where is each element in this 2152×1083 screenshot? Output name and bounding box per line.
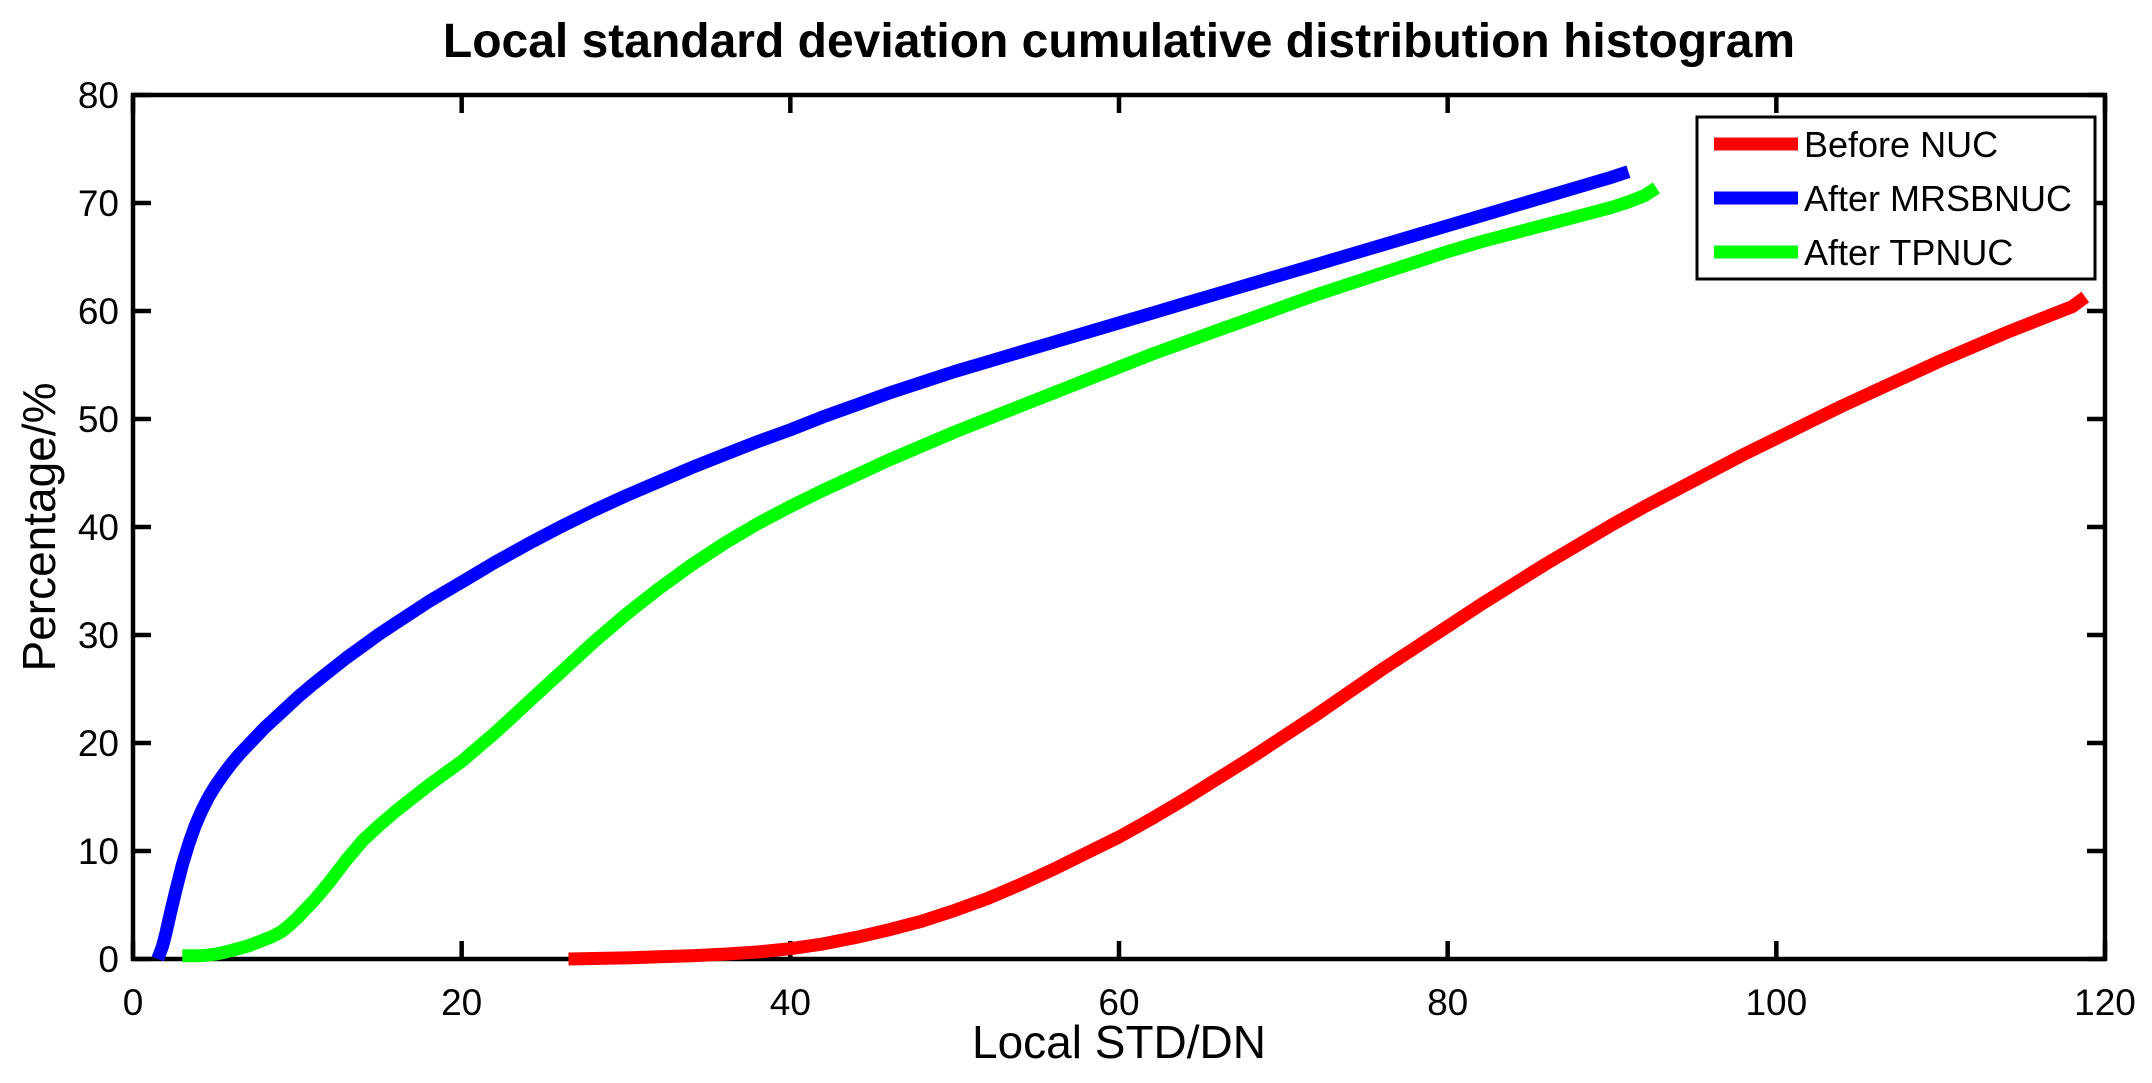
legend-group: Before NUC After MRSBNUC After TPNUC [1695,115,2097,281]
legend-label-3: After TPNUC [1804,232,2013,273]
y-tick-label: 10 [78,831,119,872]
curve-after-tpnuc [182,182,1660,963]
axes-group: 0 20 40 60 80 100 120 0 10 20 30 40 50 60 70 80 [78,75,2136,1023]
x-tick-label: 80 [1427,982,1468,1023]
y-tick-label: 40 [78,507,119,548]
x-tick-label: 120 [2074,982,2136,1023]
y-tick-label: 70 [78,183,119,224]
series-group [151,165,2090,966]
x-axis-label: Local STD/DN [972,1016,1266,1068]
chart-title: Local standard deviation cumulative dist… [443,15,1795,68]
y-tick-label: 20 [78,723,119,764]
x-tick-label: 100 [1745,982,1807,1023]
y-tick-label: 80 [78,75,119,116]
y-axis-label: Percentage/% [13,383,65,672]
y-tick-label: 0 [98,939,119,980]
curve-before-nuc [568,291,2090,966]
y-tick-label: 50 [78,399,119,440]
legend-label-2: After MRSBNUC [1804,178,2072,219]
x-tick-label: 0 [123,982,144,1023]
x-tick-label: 60 [1098,982,1139,1023]
legend-label-1: Before NUC [1804,124,1998,165]
curve-after-mrsbnuc [151,165,1631,962]
y-tick-label: 60 [78,291,119,332]
y-tick-label: 30 [78,615,119,656]
x-tick-label: 20 [441,982,482,1023]
x-tick-label: 40 [770,982,811,1023]
